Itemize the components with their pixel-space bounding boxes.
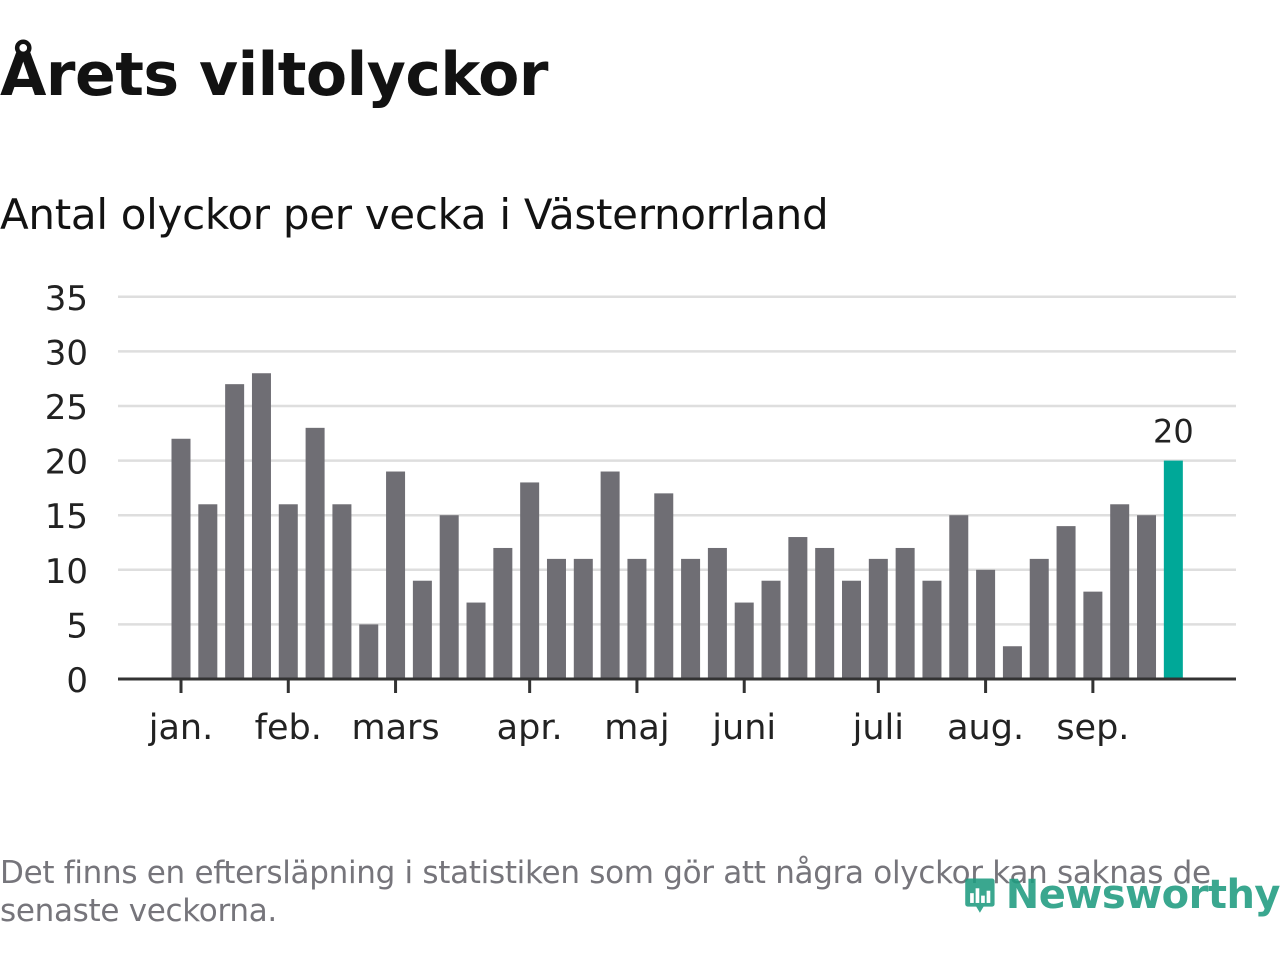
bars xyxy=(171,373,1183,679)
bar xyxy=(573,558,593,679)
y-tick-label: 15 xyxy=(45,497,88,537)
x-tick-label: mars xyxy=(351,708,439,748)
bar xyxy=(976,569,996,679)
bar xyxy=(949,515,969,679)
bar xyxy=(707,547,727,679)
bar xyxy=(1083,591,1103,679)
bar xyxy=(278,504,298,679)
y-tick-label: 35 xyxy=(45,279,88,319)
y-axis-ticks: 0 5 10 15 20 25 30 35 xyxy=(45,279,88,701)
chart-title: Årets viltolyckor xyxy=(0,40,549,110)
bar xyxy=(171,438,191,679)
footnote: Det finns en eftersläpning i statistiken… xyxy=(0,855,1211,929)
y-tick-label: 20 xyxy=(45,443,88,483)
bar xyxy=(734,602,754,679)
bar xyxy=(1029,558,1049,679)
y-tick-label: 5 xyxy=(66,606,88,646)
x-tick-label: maj xyxy=(604,708,669,748)
x-tick-label: feb. xyxy=(255,708,322,748)
bar-chart: 0 5 10 15 20 25 30 35 jan. feb. mars apr. maj juni ju… xyxy=(45,279,1236,748)
bar xyxy=(922,580,942,679)
y-tick-label: 10 xyxy=(45,552,88,592)
bar xyxy=(654,493,674,679)
bar xyxy=(305,427,325,679)
y-tick-label: 25 xyxy=(45,388,88,428)
x-tick-label: apr. xyxy=(497,708,563,748)
bar xyxy=(895,547,915,679)
x-tick-label: sep. xyxy=(1056,708,1129,748)
bar xyxy=(386,471,406,679)
bar xyxy=(493,547,513,679)
bar xyxy=(225,384,245,679)
newsworthy-logo: Newsworthy xyxy=(964,860,1280,930)
bar xyxy=(1002,646,1022,679)
data-labels: 20 xyxy=(1153,413,1194,451)
bar xyxy=(198,504,218,679)
chart-subtitle: Antal olyckor per vecka i Västernorrland xyxy=(0,190,829,239)
bar xyxy=(600,471,620,679)
bar xyxy=(1110,504,1130,679)
bar xyxy=(761,580,781,679)
y-tick-label: 0 xyxy=(66,661,88,701)
bar xyxy=(815,547,835,679)
bar xyxy=(842,580,861,679)
x-tick-label: jan. xyxy=(148,708,213,748)
bar xyxy=(332,504,352,679)
x-tick-label: juni xyxy=(711,708,776,748)
bar xyxy=(1137,515,1157,679)
bar xyxy=(439,515,459,679)
gridlines xyxy=(118,295,1236,626)
bar xyxy=(788,537,808,679)
bar xyxy=(1056,526,1076,679)
bar xyxy=(412,580,432,679)
bar-chart-logo-icon xyxy=(965,878,995,913)
y-tick-label: 30 xyxy=(45,333,88,373)
x-axis: jan. feb. mars apr. maj juni juli aug. sep. xyxy=(118,677,1236,748)
x-tick-label: juli xyxy=(852,708,904,748)
bar xyxy=(627,558,647,679)
bar xyxy=(251,373,271,679)
bar xyxy=(466,602,486,679)
bar-highlight xyxy=(1163,460,1183,679)
bar xyxy=(359,624,379,679)
logo-text: Newsworthy xyxy=(1005,872,1280,918)
bar xyxy=(681,558,701,679)
bar xyxy=(546,558,566,679)
highlight-data-label: 20 xyxy=(1153,413,1194,451)
bar xyxy=(520,482,540,679)
bar xyxy=(868,558,888,679)
x-tick-label: aug. xyxy=(947,708,1024,748)
